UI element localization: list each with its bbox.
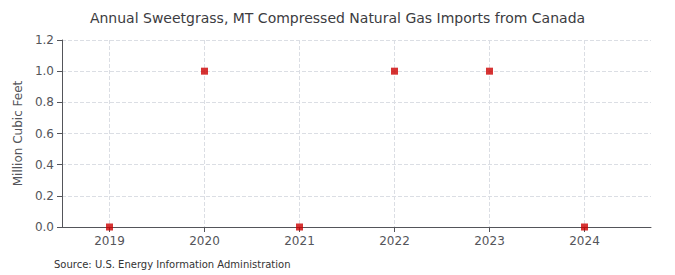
svg-text:0.4: 0.4 <box>35 158 54 172</box>
svg-text:0.0: 0.0 <box>35 220 54 234</box>
svg-text:2024: 2024 <box>569 234 600 248</box>
svg-text:2021: 2021 <box>284 234 315 248</box>
svg-text:1.0: 1.0 <box>35 64 54 78</box>
svg-text:2019: 2019 <box>94 234 125 248</box>
svg-text:0.8: 0.8 <box>35 95 54 109</box>
svg-text:2023: 2023 <box>474 234 505 248</box>
svg-text:1.2: 1.2 <box>35 33 54 47</box>
svg-text:2020: 2020 <box>189 234 220 248</box>
svg-text:Annual Sweetgrass, MT Compress: Annual Sweetgrass, MT Compressed Natural… <box>90 10 585 26</box>
svg-text:Million Cubic Feet: Million Cubic Feet <box>11 80 25 186</box>
svg-text:0.2: 0.2 <box>35 189 54 203</box>
svg-text:2022: 2022 <box>379 234 410 248</box>
svg-text:Source: U.S. Energy Informatio: Source: U.S. Energy Information Administ… <box>54 259 291 270</box>
svg-text:0.6: 0.6 <box>35 127 54 141</box>
